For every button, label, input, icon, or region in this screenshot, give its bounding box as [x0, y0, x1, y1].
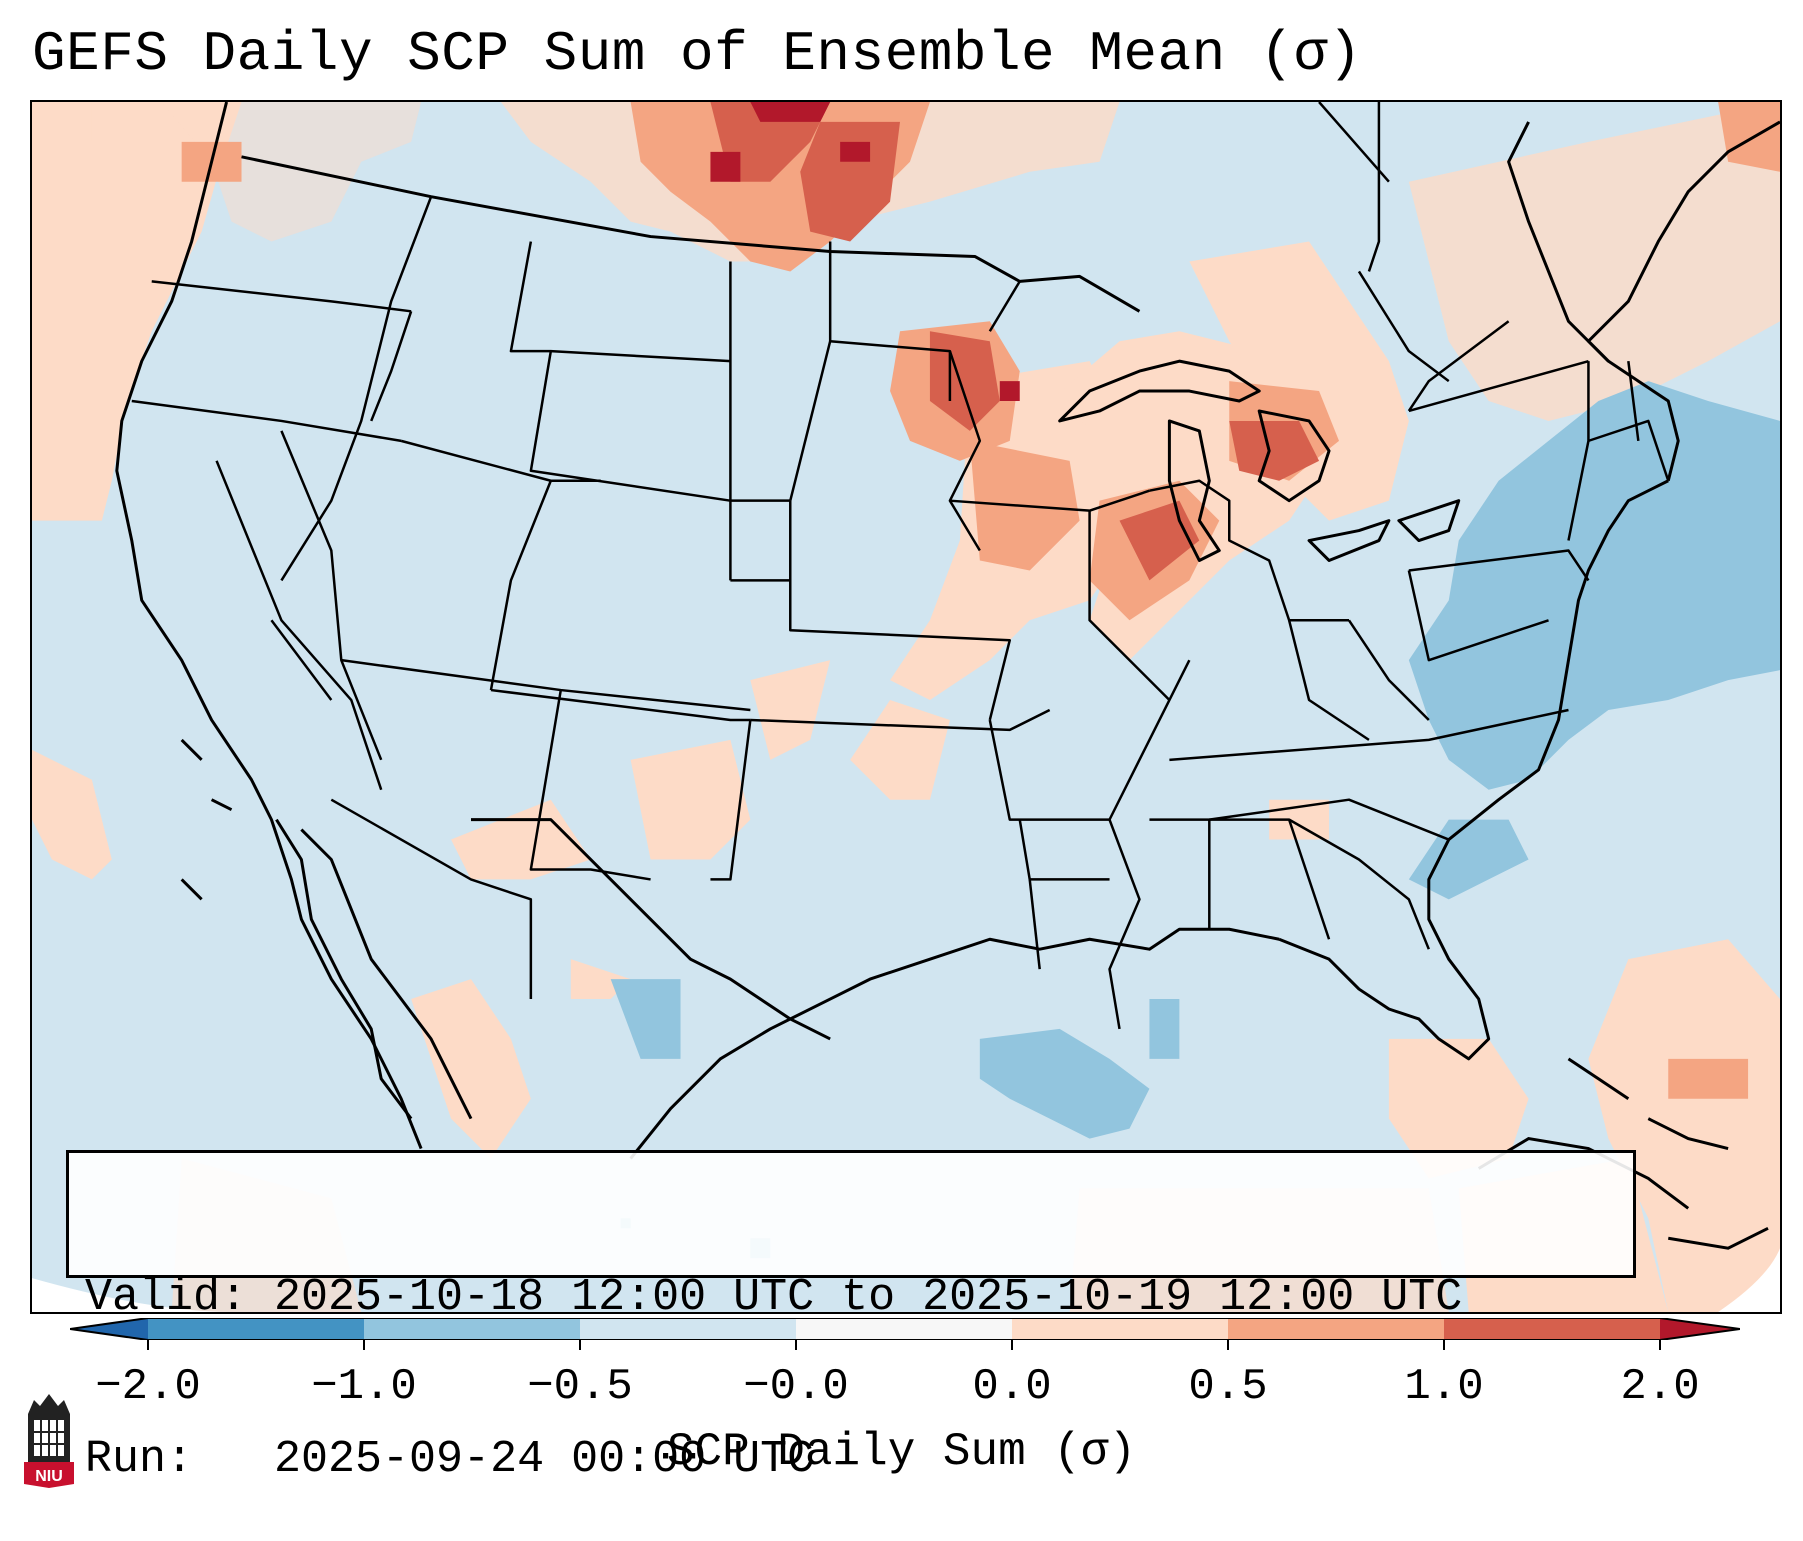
valid-time-text: Valid: 2025-10-18 12:00 UTC to 2025-10-1…	[85, 1272, 1463, 1323]
colorbar-tick	[1443, 1340, 1445, 1350]
colorbar-segment	[364, 1318, 580, 1340]
colorbar-label: SCP Daily Sum (σ)	[666, 1426, 1137, 1478]
map-panel	[30, 100, 1782, 1314]
colorbar-segment	[1444, 1318, 1660, 1340]
niu-logo-text: NIU	[35, 1468, 63, 1485]
islands	[180, 738, 1769, 1250]
niu-logo-icon: NIU	[24, 1394, 74, 1488]
run-time-text: Run: 2025-09-24 00:00 UTC	[85, 1434, 815, 1485]
anomaly-field-light-blue	[610, 381, 1780, 1259]
colorbar-segment	[148, 1318, 364, 1340]
colorbar-tick	[795, 1340, 797, 1350]
colorbar-tick	[579, 1340, 581, 1350]
colorbar-tick-label: −2.0	[95, 1362, 201, 1412]
projection-edge	[32, 1278, 232, 1312]
state-lines	[131, 102, 1670, 1030]
colorbar-tick	[1227, 1340, 1229, 1350]
colorbar-segment	[1228, 1318, 1444, 1340]
colorbar-tick-label: −1.0	[311, 1362, 417, 1412]
page-title: GEFS Daily SCP Sum of Ensemble Mean (σ)	[32, 22, 1363, 86]
colorbar-tick-label: 0.0	[972, 1362, 1052, 1412]
state-borders	[115, 102, 1780, 1160]
anomaly-field-dark-red	[710, 102, 1020, 402]
colorbar-tick	[1659, 1340, 1661, 1350]
colorbar-over-triangle	[1660, 1318, 1740, 1340]
colorbar-segment	[796, 1318, 1012, 1340]
colorbar-tick	[363, 1340, 365, 1350]
projection-edge	[1718, 1248, 1780, 1312]
colorbar-segment	[580, 1318, 796, 1340]
colorbar-tick-label: −0.5	[527, 1362, 633, 1412]
colorbar-segment	[1012, 1318, 1228, 1340]
colorbar-tick-label: 0.5	[1188, 1362, 1268, 1412]
colorbar-tick	[1011, 1340, 1013, 1350]
colorbar-tick-label: −0.0	[743, 1362, 849, 1412]
colorbar-tick	[147, 1340, 149, 1350]
valid-run-info-box: Valid: 2025-10-18 12:00 UTC to 2025-10-1…	[66, 1150, 1636, 1485]
colorbar-tick-label: 1.0	[1404, 1362, 1484, 1412]
colorbar	[70, 1318, 1740, 1340]
colorbar-tick-label: 2.0	[1620, 1362, 1700, 1412]
colorbar-under-triangle	[70, 1318, 148, 1340]
